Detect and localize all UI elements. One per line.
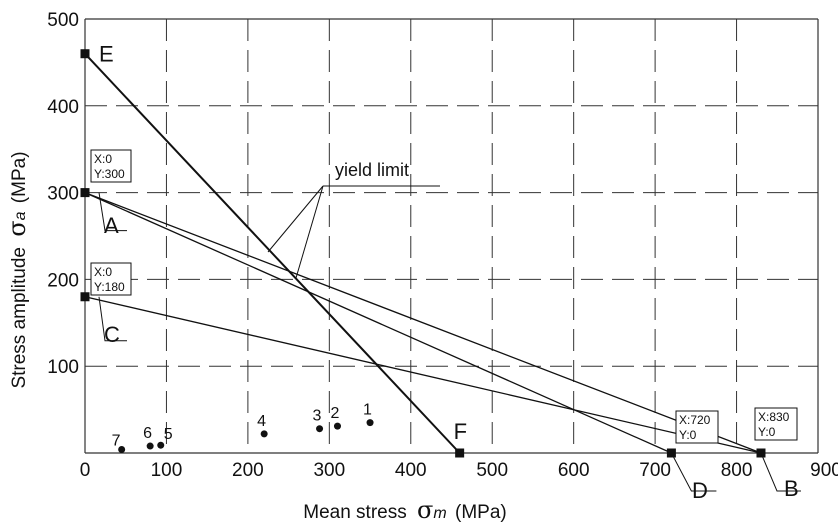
yield-limit-annotation: yield limit [267, 160, 440, 279]
data-point-5 [157, 441, 165, 449]
data-point-3 [316, 425, 324, 433]
x-axis-title-text: Mean stress [303, 502, 406, 523]
series-lines [84, 53, 762, 454]
x-tick-label-800: 800 [721, 460, 753, 481]
point-E-label: E [99, 42, 114, 67]
x-tick-label-300: 300 [313, 460, 345, 481]
yield-limit-label: yield limit [335, 160, 409, 180]
data-point-6 [146, 442, 154, 450]
coord-annotation-box [90, 149, 132, 183]
line-EF [84, 53, 461, 454]
data-point-2 [333, 422, 341, 430]
y-axis-unit: (MPa) [9, 151, 30, 203]
line-AB [84, 191, 762, 454]
x-axis-title: Mean stress σm (MPa) [303, 496, 507, 524]
yield-limit-leader-2 [295, 185, 324, 279]
coord-annotation-box [754, 407, 798, 441]
y-tick-label-100: 100 [47, 357, 79, 378]
data-point-3-label: 3 [313, 408, 322, 425]
data-point-2-label: 2 [330, 405, 339, 422]
point-D-leader [670, 452, 717, 492]
coord-annotation-y: Y:0 [679, 428, 697, 442]
x-tick-label-700: 700 [639, 460, 671, 481]
coord-annotation-x: X:0 [94, 265, 112, 279]
data-points: 1 23 4 56 7 [112, 402, 374, 454]
x-tick-label-900: 900 [810, 460, 838, 481]
y-axis-symbol: σ [3, 220, 31, 236]
point-A-label: A [104, 213, 119, 238]
data-point-4 [260, 430, 268, 438]
x-tick-label-400: 400 [395, 460, 427, 481]
y-axis-title-text: Stress amplitude [9, 247, 30, 389]
yield-limit-leader-1 [267, 185, 324, 253]
point-F-marker [455, 448, 465, 458]
coord-annotation-x: X:830 [758, 410, 790, 424]
point-C-leader [98, 296, 127, 342]
y-tick-label-500: 500 [47, 10, 79, 31]
coord-annotation-x: X:0 [94, 152, 112, 166]
x-axis-symbol: σ [417, 496, 433, 524]
point-D-label: D [692, 478, 708, 503]
data-point-1-label: 1 [363, 402, 372, 419]
coord-annotation-y: Y:300 [94, 167, 125, 181]
point-B-label: B [784, 476, 799, 501]
x-tick-label-500: 500 [476, 460, 508, 481]
coord-annotation-box [90, 262, 132, 296]
data-point-7 [118, 446, 126, 454]
x-tick-label-200: 200 [232, 460, 264, 481]
point-E-marker [80, 49, 90, 59]
x-tick-label-600: 600 [558, 460, 590, 481]
grid [84, 18, 819, 454]
point-B-leader [760, 452, 801, 492]
y-tick-label-200: 200 [47, 270, 79, 291]
line-CB [84, 296, 762, 454]
y-axis-title: Stress amplitude σa (MPa) [3, 151, 31, 388]
x-axis-subscript: m [433, 505, 446, 522]
point-A-leader [98, 192, 127, 232]
y-tick-label-300: 300 [47, 184, 79, 205]
data-point-4-label: 4 [257, 413, 266, 430]
coord-annotation-x: X:720 [679, 413, 711, 427]
data-point-6-label: 6 [143, 425, 152, 442]
coord-annotation-y: Y:0 [758, 425, 776, 439]
point-C-label: C [104, 322, 120, 347]
y-tick-label-400: 400 [47, 97, 79, 118]
coord-annotation-2: X:0Y:180 [90, 262, 132, 296]
point-A-marker [80, 188, 90, 198]
coord-annotation-box [675, 410, 719, 444]
x-axis-unit: (MPa) [455, 502, 507, 523]
x-tick-label-0: 0 [80, 460, 91, 481]
key-points: E A C F D B [80, 42, 801, 503]
point-F-label: F [454, 419, 467, 444]
data-point-5-label: 5 [164, 426, 173, 443]
x-tick-label-100: 100 [151, 460, 183, 481]
tick-labels: 0 100 200 300 400 500 600 700 800 900 100 200 300 400… [47, 10, 838, 481]
line-AD [84, 192, 672, 454]
data-point-7-label: 7 [112, 433, 121, 450]
data-point-1 [366, 419, 374, 427]
coord-annotation-1: X:0Y:300 [90, 149, 132, 183]
point-C-marker [80, 292, 90, 302]
coord-annotation-y: Y:180 [94, 280, 125, 294]
y-axis-subscript: a [12, 211, 29, 220]
